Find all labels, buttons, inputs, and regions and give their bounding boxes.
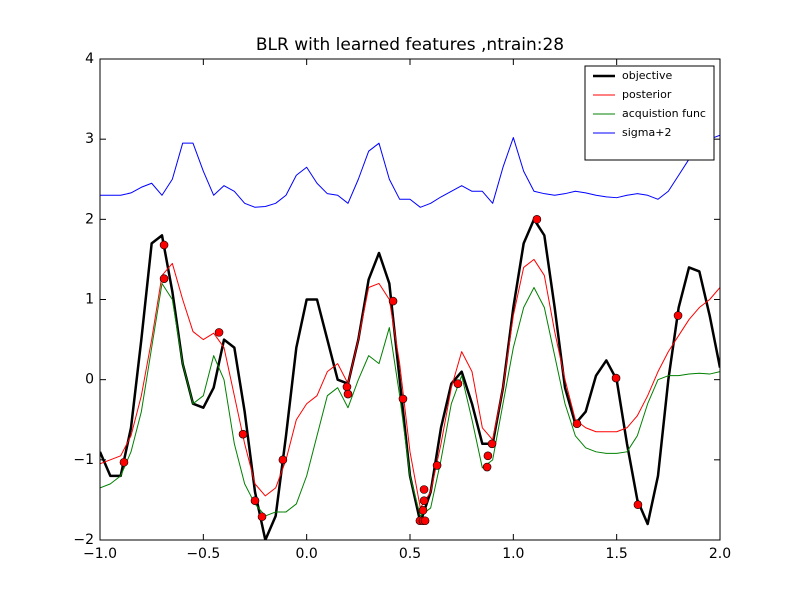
training-point	[532, 215, 542, 224]
y-tick-label: 4	[85, 51, 94, 67]
legend-label: sigma+2	[622, 126, 671, 139]
x-tick-label: 0.0	[296, 546, 318, 562]
training-point	[278, 455, 288, 465]
legend-label: objective	[622, 69, 672, 82]
training-point	[420, 516, 430, 526]
training-point	[418, 506, 428, 515]
training-point	[119, 457, 129, 467]
training-point	[419, 485, 429, 494]
y-tick-label: 1	[85, 292, 94, 308]
training-point	[257, 512, 267, 522]
series-line	[100, 134, 720, 208]
training-point	[483, 451, 493, 461]
training-point	[159, 274, 169, 283]
series-line	[100, 282, 720, 517]
training-point	[398, 394, 408, 404]
training-point	[238, 429, 248, 439]
x-tick-label: −1.0	[83, 546, 117, 562]
legend-label: acquistion func	[622, 107, 706, 120]
training-point	[159, 240, 169, 250]
training-point	[214, 328, 224, 337]
legend-label: posterior	[622, 88, 672, 101]
x-tick-label: 1.5	[606, 546, 628, 562]
x-tick-label: 0.5	[399, 546, 421, 562]
training-point	[388, 296, 398, 306]
y-tick-label: 2	[85, 211, 94, 227]
training-point	[432, 461, 442, 470]
training-point	[342, 382, 352, 392]
series-line	[100, 258, 720, 509]
y-tick-label: 0	[85, 372, 94, 388]
training-point	[419, 496, 429, 506]
y-tick-label: −2	[73, 532, 94, 548]
training-point	[250, 496, 260, 506]
training-point	[611, 373, 621, 383]
y-tick-label: 3	[85, 131, 94, 147]
plot-frame	[99, 58, 721, 541]
training-point	[453, 379, 463, 388]
training-point	[482, 462, 492, 472]
x-tick-label: −0.5	[186, 546, 220, 562]
x-tick-label: 1.0	[502, 546, 524, 562]
training-point	[673, 311, 683, 320]
plot-area	[100, 134, 720, 540]
legend-box	[584, 65, 715, 161]
chart-title: BLR with learned features ,ntrain:28	[256, 35, 564, 55]
x-tick-label: 2.0	[709, 546, 731, 562]
training-point	[343, 389, 353, 399]
training-point	[633, 500, 643, 510]
y-tick-label: −1	[73, 452, 94, 468]
training-point	[487, 439, 497, 449]
training-point	[572, 419, 582, 429]
